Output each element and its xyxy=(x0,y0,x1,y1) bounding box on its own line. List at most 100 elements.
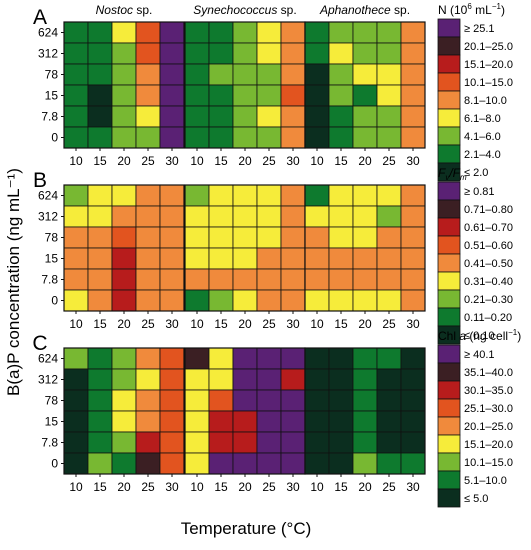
legend-swatch xyxy=(437,235,461,255)
heatmap-cell xyxy=(280,126,306,149)
heatmap-cell xyxy=(304,410,330,433)
heatmap-cell xyxy=(208,347,234,370)
legend-label: 35.1–40.0 xyxy=(464,367,513,379)
column-title: Synechococcus sp. xyxy=(193,3,296,17)
heatmap-cell xyxy=(87,368,113,391)
heatmap-cell xyxy=(352,84,378,107)
heatmap-cell xyxy=(400,84,426,107)
heatmap-cell xyxy=(87,389,113,412)
y-tick-label: 15 xyxy=(45,415,59,429)
heatmap-cell xyxy=(208,410,234,433)
x-tick-label: 15 xyxy=(93,317,107,331)
heatmap-cell xyxy=(63,205,89,228)
heatmap-cell xyxy=(304,63,330,86)
y-tick-label: 312 xyxy=(38,373,58,387)
heatmap-cell xyxy=(159,247,185,270)
heatmap-cell xyxy=(184,226,210,249)
x-tick-label: 25 xyxy=(382,154,396,168)
heatmap-cell xyxy=(135,126,161,149)
heatmap-cell xyxy=(87,184,113,207)
legend-swatch xyxy=(437,18,461,38)
y-tick-label: 15 xyxy=(45,252,59,266)
heatmap-grid: 10 15 20 25 30 xyxy=(63,347,185,494)
heatmap-cell xyxy=(304,268,330,291)
heatmap-cell xyxy=(111,368,137,391)
heatmap-cell xyxy=(87,42,113,65)
y-tick-label: 0 xyxy=(51,131,58,145)
heatmap-cell xyxy=(280,347,306,370)
heatmap-cell xyxy=(159,431,185,454)
heatmap-cell xyxy=(111,431,137,454)
heatmap-cell xyxy=(63,452,89,475)
y-tick-label: 78 xyxy=(45,68,59,82)
x-tick-label: 10 xyxy=(69,154,83,168)
x-tick-label: 15 xyxy=(93,154,107,168)
legend-label: 5.1–10.0 xyxy=(464,475,507,487)
heatmap-cell xyxy=(376,105,402,128)
heatmap-cell xyxy=(328,84,354,107)
heatmap-cell xyxy=(111,247,137,270)
heatmap-cell xyxy=(328,431,354,454)
legend-swatch xyxy=(437,307,461,327)
heatmap-cell xyxy=(280,84,306,107)
legend-swatch xyxy=(437,470,461,490)
heatmap-cell xyxy=(280,42,306,65)
legend-swatch xyxy=(437,271,461,291)
heatmap-cell xyxy=(208,21,234,44)
x-tick-label: 30 xyxy=(406,480,420,494)
heatmap-grid: 10 15 20 25 30 xyxy=(184,347,306,494)
heatmap-cell xyxy=(352,431,378,454)
heatmap-cell xyxy=(280,247,306,270)
heatmap-cell xyxy=(63,42,89,65)
legend-A: N (106 mL−1) ≥ 25.1 20.1–25.0 15.1–20.0 10.1… xyxy=(437,2,513,182)
heatmap-cell xyxy=(208,105,234,128)
legend-label: ≤ 0.10 xyxy=(464,330,495,342)
heatmap-cell xyxy=(256,368,282,391)
heatmap-cell xyxy=(256,452,282,475)
legend-label: 4.1–6.0 xyxy=(464,131,501,143)
legend-label: 0.31–0.40 xyxy=(464,276,513,288)
heatmap-cell xyxy=(304,368,330,391)
heatmap-cell xyxy=(208,289,234,312)
heatmap-cell xyxy=(400,21,426,44)
legend-swatch xyxy=(437,54,461,74)
heatmap-cell xyxy=(135,226,161,249)
heatmap-grid: 10 15 20 25 30 xyxy=(184,184,306,331)
x-tick-label: 10 xyxy=(310,480,324,494)
x-tick-label: 15 xyxy=(334,480,348,494)
heatmap-cell xyxy=(232,63,258,86)
x-tick-label: 20 xyxy=(238,480,252,494)
x-tick-label: 15 xyxy=(334,317,348,331)
heatmap-cell xyxy=(184,289,210,312)
heatmap-cell xyxy=(352,126,378,149)
heatmap-cell xyxy=(232,410,258,433)
heatmap-cell xyxy=(208,389,234,412)
heatmap-cell xyxy=(159,105,185,128)
heatmap-cell xyxy=(111,452,137,475)
heatmap-cell xyxy=(256,105,282,128)
heatmap-cell xyxy=(376,247,402,270)
heatmap-cell xyxy=(63,226,89,249)
heatmap-cell xyxy=(400,368,426,391)
y-tick-label: 7.8 xyxy=(41,273,58,287)
x-tick-label: 10 xyxy=(190,480,204,494)
x-tick-label: 10 xyxy=(190,317,204,331)
heatmap-cell xyxy=(280,431,306,454)
heatmap-cell xyxy=(63,410,89,433)
heatmap-cell xyxy=(232,205,258,228)
legend-swatch xyxy=(437,398,461,418)
heatmap-cell xyxy=(232,126,258,149)
heatmap-cell xyxy=(376,84,402,107)
heatmap-cell xyxy=(159,226,185,249)
heatmap-cell xyxy=(184,105,210,128)
heatmap-cell xyxy=(376,268,402,291)
heatmap-cell xyxy=(184,347,210,370)
heatmap-cell xyxy=(328,347,354,370)
heatmap-grid: 10 15 20 25 30 xyxy=(304,347,426,494)
heatmap-cell xyxy=(328,21,354,44)
heatmap-cell xyxy=(352,389,378,412)
heatmap-cell xyxy=(304,347,330,370)
heatmap-cell xyxy=(328,410,354,433)
heatmap-cell xyxy=(63,63,89,86)
heatmap-cell xyxy=(232,247,258,270)
